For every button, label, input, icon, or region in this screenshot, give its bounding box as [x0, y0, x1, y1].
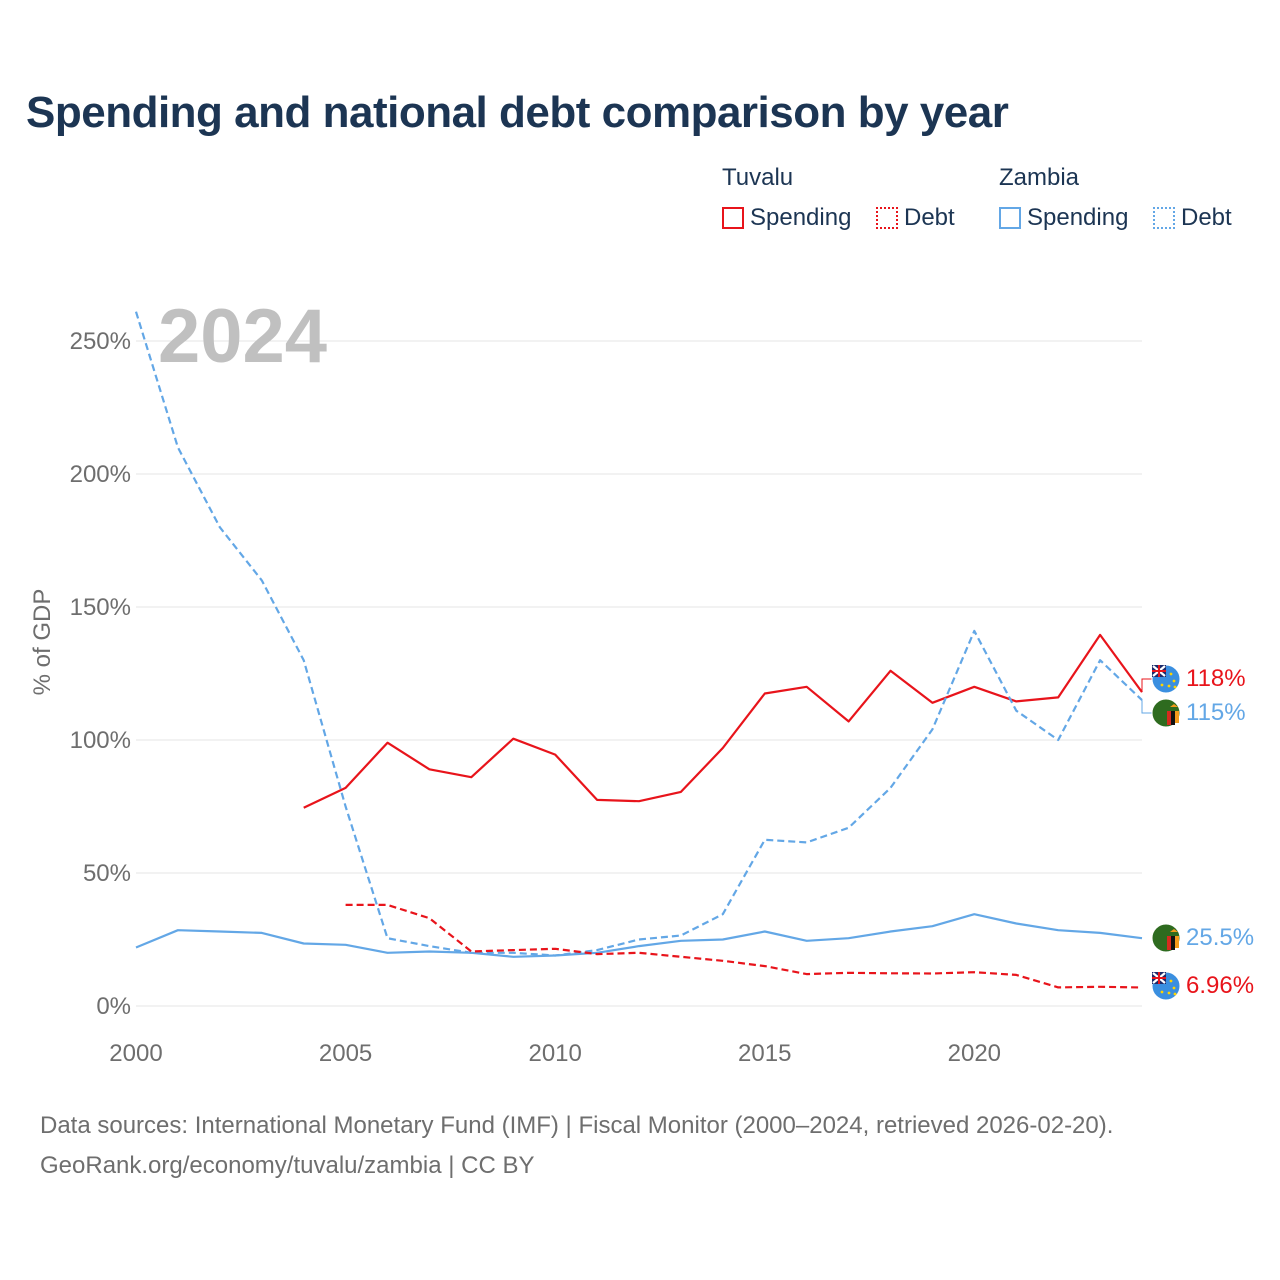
y-tick-label: 0%: [96, 993, 131, 1020]
end-value-label: 6.96%: [1186, 972, 1254, 999]
x-tick-label: 2020: [948, 1040, 1001, 1067]
y-tick-label: 100%: [70, 727, 131, 754]
line-chart: 2024 0%50%100%150%200%250% 2000 2005 2010 2…: [29, 294, 1254, 1067]
footer: Data sources: International Monetary Fun…: [40, 1106, 1113, 1186]
series-line-tuvalu-spending[interactable]: [303, 633, 1143, 809]
legend-swatch-solid: [722, 207, 744, 229]
legend-swatch-dotted: [1153, 207, 1175, 229]
x-tick-label: 2015: [738, 1040, 791, 1067]
legend-label: Debt: [904, 204, 955, 231]
legend: Tuvalu Spending Debt Zambia Spending Deb…: [722, 160, 1262, 250]
legend-item-tuvalu-spending[interactable]: Spending: [722, 204, 851, 232]
zambia-flag-icon: [1151, 923, 1181, 953]
legend-item-zambia-debt[interactable]: Debt: [1153, 204, 1232, 232]
legend-country-zambia: Zambia: [999, 164, 1080, 191]
end-value-label: 118%: [1186, 665, 1246, 692]
legend-item-zambia-spending[interactable]: Spending: [999, 204, 1128, 232]
legend-swatch-dotted: [876, 207, 898, 229]
x-tick-label: 2005: [319, 1040, 372, 1067]
tuvalu-flag-icon: [1151, 971, 1181, 1001]
legend-swatch-solid: [999, 207, 1021, 229]
credit-link[interactable]: GeoRank.org/economy/tuvalu/zambia | CC B…: [40, 1152, 535, 1179]
end-connector: [1141, 678, 1152, 693]
x-axis: 2000 2005 2010 2015 2020: [109, 1040, 1001, 1067]
y-tick-label: 50%: [83, 860, 131, 887]
series-lines: [134, 311, 1143, 989]
x-tick-label: 2010: [528, 1040, 581, 1067]
zambia-flag-icon: [1151, 698, 1181, 728]
year-watermark: 2024: [158, 294, 327, 379]
legend-label: Spending: [1027, 204, 1129, 231]
y-axis-label: % of GDP: [29, 589, 56, 696]
legend-label: Debt: [1181, 204, 1232, 231]
end-value-label: 115%: [1186, 699, 1246, 726]
y-axis: 0% 50% 100% 150% 200% 250%: [70, 328, 131, 1020]
series-line-zambia-spending[interactable]: [135, 913, 1143, 958]
legend-country-tuvalu: Tuvalu: [722, 164, 794, 191]
end-markers: 118% 115% 25.5% 6.96%: [1141, 664, 1254, 1001]
y-tick-label: 250%: [70, 328, 131, 355]
end-value-label: 25.5%: [1186, 924, 1254, 951]
end-connector: [1141, 700, 1152, 714]
y-tick-label: 150%: [70, 594, 131, 621]
series-line-zambia-debt[interactable]: [134, 311, 1143, 957]
gridlines: [136, 340, 1142, 1007]
data-sources: Data sources: International Monetary Fun…: [40, 1112, 1114, 1139]
legend-label: Spending: [750, 204, 852, 231]
x-tick-label: 2000: [109, 1040, 162, 1067]
chart-title: Spending and national debt comparison by…: [26, 88, 1009, 137]
legend-item-tuvalu-debt[interactable]: Debt: [876, 204, 955, 232]
tuvalu-flag-icon: [1151, 664, 1181, 694]
series-line-tuvalu-debt[interactable]: [345, 903, 1143, 989]
y-tick-label: 200%: [70, 461, 131, 488]
